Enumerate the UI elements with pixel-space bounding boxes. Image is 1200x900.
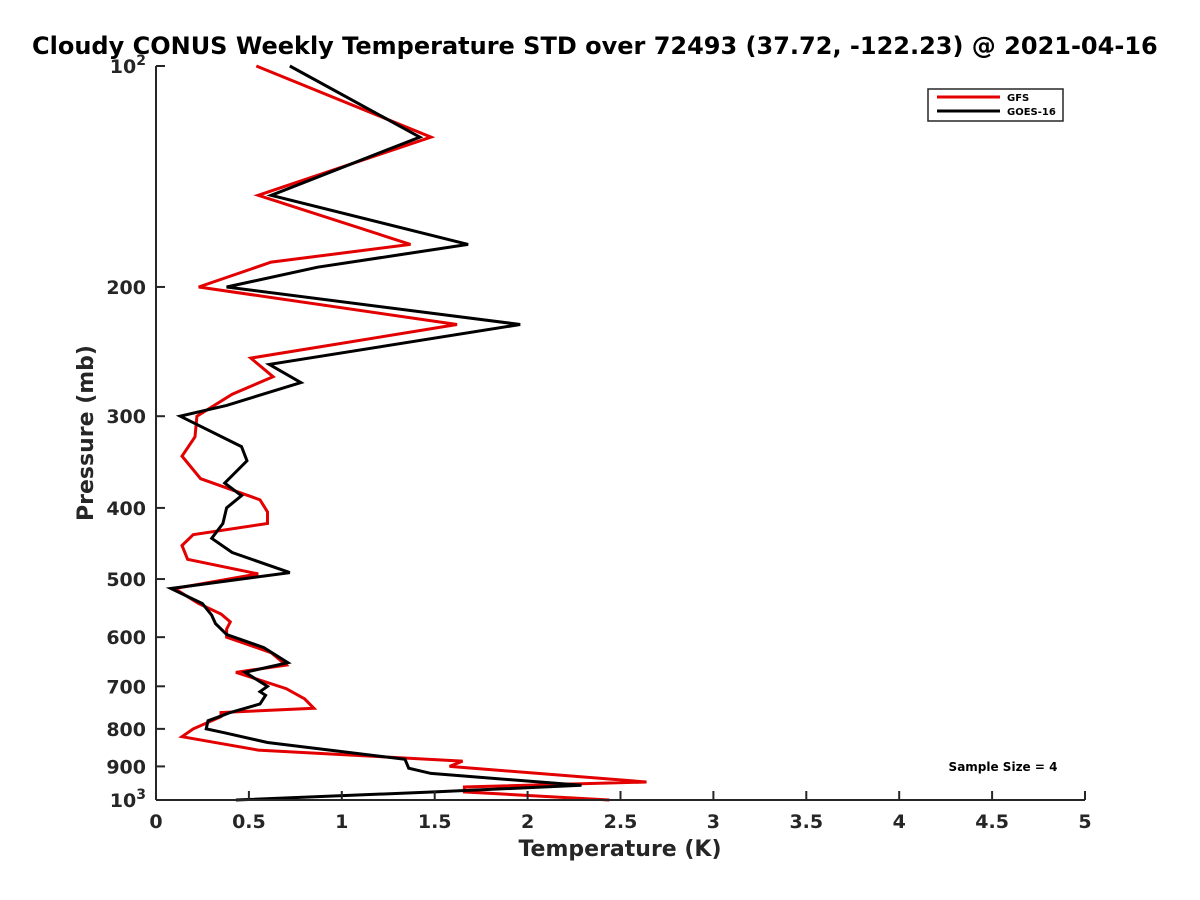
y-tick-label: 300 (106, 406, 146, 428)
y-tick-label: 700 (106, 676, 146, 698)
y-tick-label: 900 (106, 756, 146, 778)
y-tick-label: 600 (106, 627, 146, 649)
y-tick-label: 800 (106, 719, 146, 741)
y-tick-label: 102 (110, 53, 146, 78)
legend: GFS GOES-16 (927, 88, 1064, 122)
x-tick-label: 5 (1078, 811, 1091, 833)
x-tick-label: 3.5 (789, 811, 823, 833)
series-line-goes-16 (165, 64, 582, 802)
series-line-gfs (170, 64, 647, 802)
axes (155, 66, 1085, 801)
x-tick-label: 0 (149, 811, 162, 833)
legend-box (927, 88, 1064, 122)
x-tick-label: 2.5 (604, 811, 638, 833)
x-tick-label: 1.5 (418, 811, 452, 833)
legend-label: GOES-16 (1007, 107, 1056, 118)
x-tick-label: 0.5 (232, 811, 266, 833)
x-tick-label: 4.5 (975, 811, 1009, 833)
plot-area (165, 64, 647, 802)
x-axis-label: Temperature (K) (518, 837, 721, 862)
y-tick-label: 500 (106, 569, 146, 591)
y-tick-label: 200 (106, 277, 146, 299)
chart-title: Cloudy CONUS Weekly Temperature STD over… (32, 32, 1158, 60)
x-tick-label: 4 (893, 811, 906, 833)
y-tick-label: 400 (106, 498, 146, 520)
y-tick-label: 103 (110, 787, 146, 812)
legend-label: GFS (1007, 93, 1029, 104)
sample-size-annotation: Sample Size = 4 (949, 760, 1058, 774)
x-tick-label: 2 (521, 811, 534, 833)
x-tick-label: 3 (707, 811, 720, 833)
x-tick-label: 1 (335, 811, 348, 833)
y-axis-label: Pressure (mb) (74, 345, 99, 521)
ticks: 0 0.5 1 1.5 2 2.5 3 3.5 4 4.5 5 102 200 300 400 500 600 7… (106, 53, 1091, 833)
